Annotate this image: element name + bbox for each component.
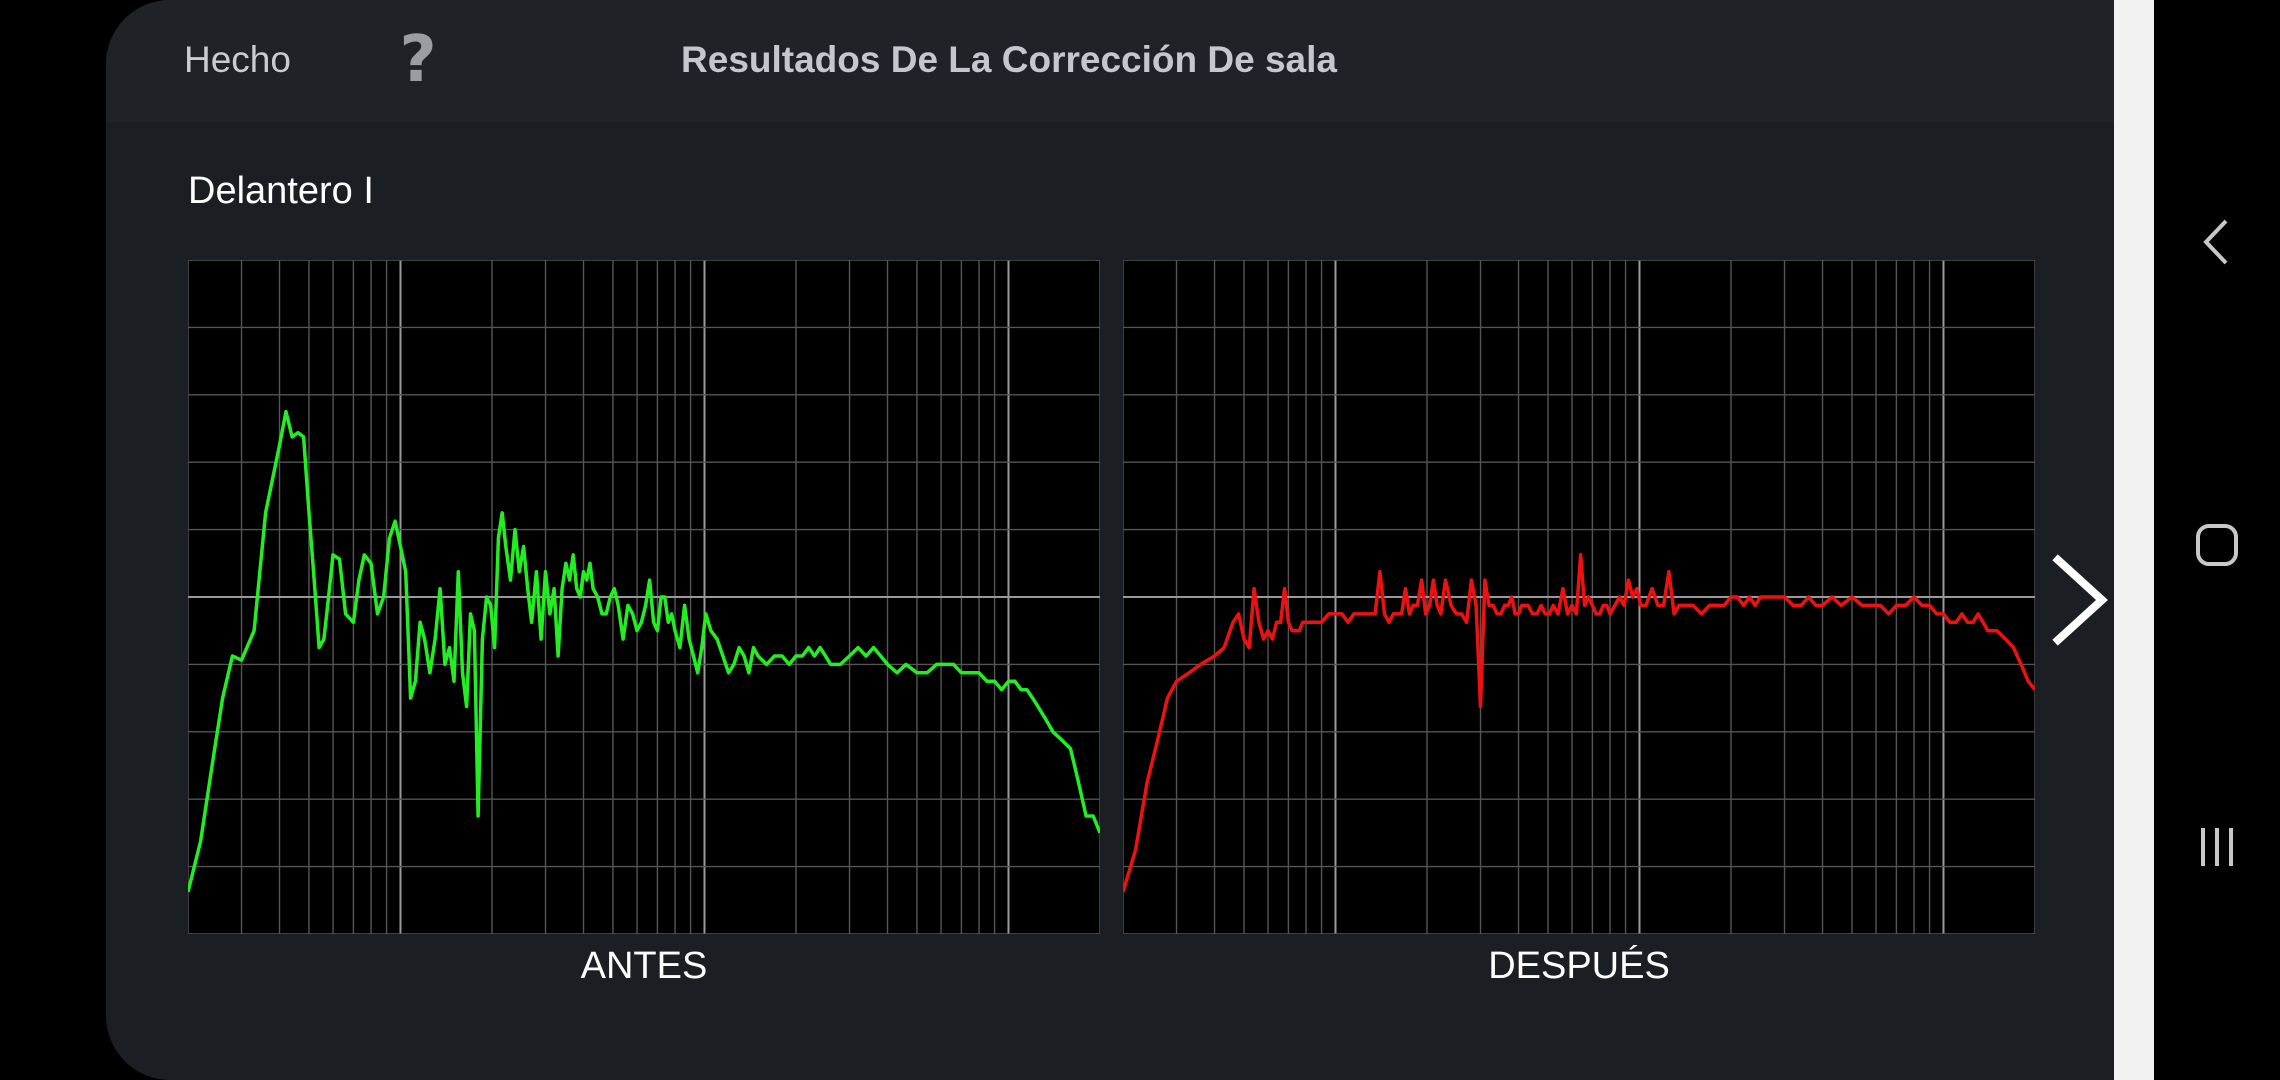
before-response-line [188,409,1100,893]
nav-recents-icon [2201,828,2233,866]
help-button[interactable]: ? [399,23,437,97]
nav-home-icon [2196,524,2238,566]
system-nav-bar [2154,0,2280,1080]
side-strip [2114,0,2154,1080]
caption-after: DESPUÉS [1488,945,1670,987]
chart-before [188,260,1100,934]
after-response-line [1123,553,2035,893]
chevron-right-icon [2052,554,2108,646]
chart-before-plot [188,260,1100,934]
chart-after [1123,260,2035,934]
page-title: Resultados De La Corrección De sala [681,39,1337,80]
next-button[interactable] [2044,550,2114,650]
chart-after-plot [1123,260,2035,934]
done-button[interactable]: Hecho [184,39,291,80]
nav-back-icon [2203,219,2228,265]
nav-home-button[interactable] [2182,510,2252,580]
caption-before: ANTES [580,945,708,987]
header-bar: Hecho ? Resultados De La Corrección De s… [106,0,2114,122]
app-panel: Hecho ? Resultados De La Corrección De s… [106,0,2114,1080]
nav-back-button[interactable] [2182,207,2252,277]
nav-recents-button[interactable] [2182,812,2252,882]
channel-label: Delantero I [188,170,374,212]
